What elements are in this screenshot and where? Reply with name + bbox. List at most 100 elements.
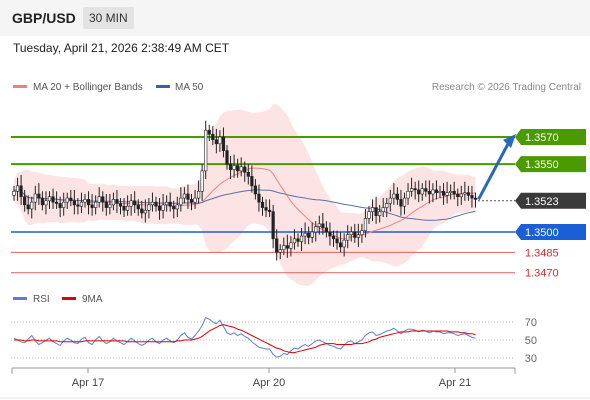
candle-body — [23, 196, 27, 206]
candle-body — [413, 188, 417, 191]
candle-body — [264, 207, 268, 211]
rsi-tick-label: 50 — [525, 335, 537, 347]
candle-body — [285, 245, 289, 249]
candle-body — [86, 199, 91, 206]
candle-body — [69, 197, 73, 202]
rsi-line — [13, 316, 476, 358]
candle-body — [143, 209, 147, 214]
rsi-panel: 70 50 30 — [11, 316, 537, 365]
candle-body — [427, 190, 431, 195]
candle-body — [47, 196, 52, 202]
candle-body — [246, 171, 250, 177]
symbol-title: GBP/USD — [12, 10, 76, 26]
candle-body — [296, 238, 300, 242]
candle-body — [463, 192, 467, 195]
candle-body — [204, 129, 208, 172]
candle-body — [338, 242, 343, 248]
candle-body — [44, 200, 48, 206]
candle-body — [342, 239, 346, 248]
annotations — [477, 134, 516, 201]
candle-body — [289, 242, 293, 249]
level-label-1.3485: 1.3485 — [525, 247, 559, 259]
candle-body — [133, 200, 137, 206]
candle-body — [94, 201, 98, 208]
candle-body — [51, 196, 55, 203]
candle-body — [456, 193, 460, 198]
ma9-legend-swatch — [62, 297, 76, 300]
candle-body — [417, 189, 421, 195]
candle-body — [97, 196, 101, 203]
rsi-9ma-line — [14, 324, 476, 354]
x-tick-label: Apr 17 — [72, 377, 104, 389]
candle-body — [193, 197, 197, 203]
candle-body — [317, 223, 321, 227]
candle-body — [420, 188, 424, 195]
candle-body — [253, 185, 258, 195]
candle-body — [108, 204, 112, 208]
candle-body — [197, 190, 201, 199]
candle-body — [431, 189, 435, 195]
candle-body — [218, 136, 222, 145]
candle-body — [211, 133, 215, 141]
candle-body — [466, 192, 471, 196]
candle-body — [449, 190, 453, 193]
candle-body — [104, 201, 108, 208]
candle-body — [307, 233, 311, 238]
candle-body — [140, 208, 144, 214]
candle-body — [182, 193, 187, 199]
candle-body — [282, 245, 286, 250]
candle-body — [356, 234, 360, 238]
rsi-tick-label: 30 — [525, 353, 537, 365]
timeframe-badge[interactable]: 30 MIN — [83, 7, 134, 29]
candle-body — [189, 199, 194, 203]
candle-body — [90, 204, 94, 208]
candle-body — [40, 197, 44, 206]
level-tag-1.3570 — [515, 129, 586, 145]
ma20-legend-label: MA 20 + Bollinger Bands — [33, 82, 143, 93]
candle-body — [310, 231, 314, 238]
candle-body — [445, 192, 449, 196]
candle-body — [349, 231, 353, 236]
candle-body — [122, 205, 126, 211]
timestamp: Tuesday, April 21, 2026 2:38:49 AM CET — [13, 41, 230, 55]
candle-body — [54, 201, 59, 204]
candle-body — [381, 207, 385, 212]
candle-body — [367, 211, 371, 219]
candle-body — [126, 205, 130, 211]
candle-body — [353, 231, 357, 238]
candle-body — [267, 209, 272, 212]
candle-body — [179, 197, 183, 206]
candle-body — [271, 211, 275, 240]
level-label-1.3500: 1.3500 — [525, 227, 559, 239]
candle-body — [388, 197, 392, 204]
rsi-tick-label: 70 — [525, 317, 537, 329]
candle-body — [157, 205, 162, 211]
candle-body — [26, 204, 30, 210]
bollinger-band — [14, 104, 476, 286]
candle-body — [62, 201, 66, 208]
ma9-legend-label: 9MA — [82, 294, 103, 305]
candle-body — [150, 201, 155, 206]
candle-body — [260, 201, 265, 208]
chart-header: GBP/USD 30 MIN — [0, 0, 590, 36]
candle-body — [314, 226, 318, 233]
candle-body — [58, 203, 62, 208]
candle-body — [299, 235, 304, 242]
candle-body — [424, 188, 428, 192]
candles — [12, 120, 478, 261]
candle-body — [232, 165, 236, 170]
candle-body — [409, 188, 414, 192]
candle-body — [470, 195, 474, 199]
candle-body — [30, 201, 34, 210]
ma20-legend-swatch — [13, 85, 27, 88]
candle-body — [37, 193, 41, 199]
rsi-legend-label: RSI — [33, 294, 50, 305]
ma50-legend-label: MA 50 — [175, 82, 204, 93]
candle-body — [250, 176, 254, 187]
candle-body — [228, 163, 233, 170]
candle-body — [328, 231, 332, 237]
candle-body — [129, 200, 133, 207]
rsi-legend-swatch — [13, 297, 27, 300]
candle-body — [257, 193, 261, 203]
